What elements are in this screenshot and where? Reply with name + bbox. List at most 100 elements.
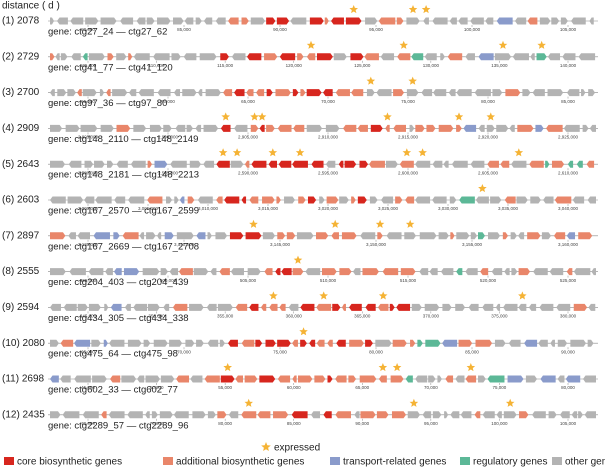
- gene: [571, 17, 586, 25]
- gene: [335, 411, 352, 419]
- gene: [456, 124, 462, 132]
- gene: [187, 196, 195, 204]
- expressed-star: [378, 363, 388, 372]
- gene: [147, 196, 163, 204]
- row-label: (1) 2078: [2, 16, 40, 27]
- gene: [197, 196, 213, 204]
- tick-label: 3,150,000: [366, 242, 387, 247]
- gene: [576, 160, 583, 168]
- expressed-star: [295, 148, 305, 157]
- gene: [563, 124, 580, 132]
- tick-label: 510,000: [320, 278, 337, 283]
- expressed-star: [498, 40, 508, 49]
- gene: [231, 53, 246, 61]
- gene: [160, 375, 175, 383]
- gene: [121, 375, 137, 383]
- gene: [380, 53, 395, 61]
- tick-label: 60,000: [287, 385, 301, 390]
- gene: [557, 339, 568, 347]
- gene: [348, 375, 357, 383]
- gene: [343, 124, 357, 132]
- gene: [77, 89, 82, 97]
- gene: [50, 268, 66, 276]
- gene: [528, 303, 537, 311]
- gene: [369, 196, 378, 204]
- gene: [432, 160, 443, 168]
- gene: [306, 124, 323, 132]
- tick-label: 3,025,000: [378, 206, 399, 211]
- gene: [458, 17, 468, 25]
- gene: [306, 89, 322, 97]
- tick-label: 515,000: [400, 278, 417, 283]
- gene: [548, 411, 557, 419]
- gene: [249, 303, 259, 311]
- gene: [336, 339, 346, 347]
- gene: [189, 303, 204, 311]
- gene: [405, 375, 413, 383]
- gene: [275, 89, 291, 97]
- gene: [432, 17, 448, 25]
- tick-label: 80,000: [81, 27, 95, 32]
- expressed-star: [486, 112, 495, 121]
- gene: [527, 232, 541, 240]
- gene: [553, 232, 566, 240]
- gene: [359, 375, 377, 383]
- legend-label: additional biosynthetic genes: [176, 457, 304, 468]
- gene: [292, 268, 304, 276]
- gene: [447, 53, 463, 61]
- gene: [183, 53, 197, 61]
- gene: [94, 160, 105, 168]
- gene: [277, 124, 292, 132]
- gene: [105, 268, 113, 276]
- tick-label: 2,605,000: [478, 170, 499, 175]
- tick-label: 505,000: [240, 278, 257, 283]
- tick-label: 55,000: [218, 385, 232, 390]
- expressed-star: [514, 148, 524, 157]
- gene: [50, 339, 59, 347]
- gene: [397, 53, 411, 61]
- gene: [288, 303, 299, 311]
- gene: [415, 160, 431, 168]
- tick-label: 2,590,000: [238, 170, 259, 175]
- gene: [108, 411, 125, 419]
- gene: [507, 375, 524, 383]
- gene: [543, 196, 554, 204]
- gene: [292, 339, 298, 347]
- gene: [50, 411, 61, 419]
- gene: [269, 303, 278, 311]
- expressed-star: [408, 76, 417, 85]
- gene: [396, 303, 411, 311]
- gene: [316, 232, 329, 240]
- legend-label: other genes: [565, 457, 605, 468]
- gene: [163, 303, 170, 311]
- expressed-star: [349, 5, 358, 14]
- gene: [255, 339, 263, 347]
- expressed-star: [408, 5, 418, 14]
- expressed-star: [399, 40, 408, 49]
- tick-label: 80,000: [561, 385, 575, 390]
- gene: [82, 53, 88, 61]
- legend-swatch: [460, 457, 470, 465]
- gene: [572, 196, 585, 204]
- gene: [578, 411, 583, 419]
- gene: [264, 268, 273, 276]
- gene: [584, 411, 596, 419]
- gene: [438, 232, 449, 240]
- gene: [582, 124, 589, 132]
- row-label: (4) 2909: [2, 123, 40, 134]
- gene: [120, 17, 134, 25]
- gene: [217, 303, 233, 311]
- tick-label: 65,000: [355, 385, 369, 390]
- tick-label: 3,145,000: [270, 242, 291, 247]
- gene: [307, 196, 317, 204]
- gene: [50, 160, 66, 168]
- gene: [540, 375, 556, 383]
- gene: [536, 53, 547, 61]
- gene: [529, 160, 544, 168]
- gene: [377, 303, 389, 311]
- gene: [116, 124, 131, 132]
- gene: [257, 411, 271, 419]
- gene: [391, 411, 407, 419]
- tick-label: 495,000: [80, 278, 97, 283]
- gene: [421, 89, 433, 97]
